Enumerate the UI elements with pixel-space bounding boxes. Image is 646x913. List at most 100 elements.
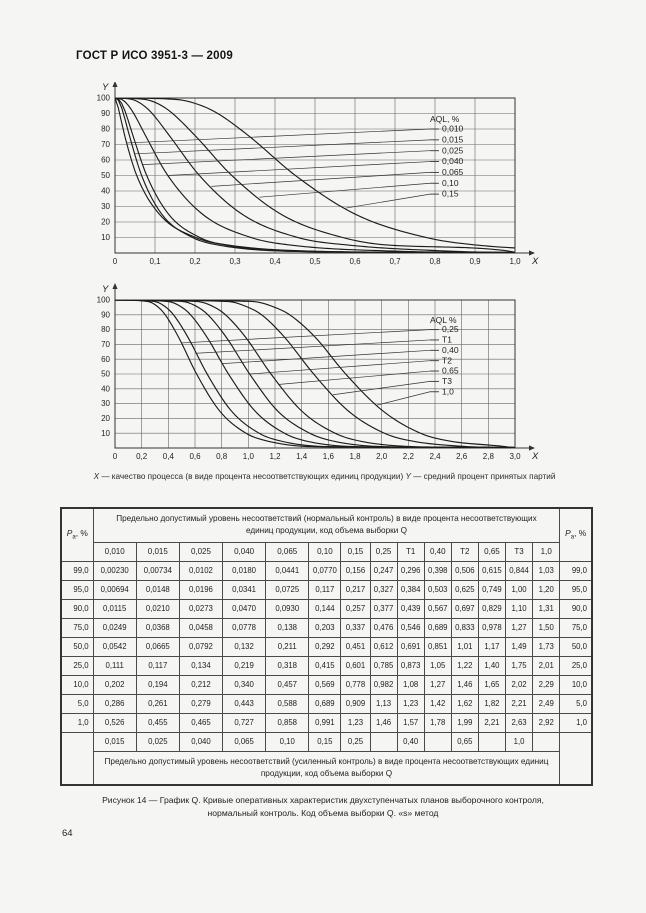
legend-label-T3: T3 [442,376,452,386]
x-tick-label: 1,4 [296,452,308,461]
oc-value-cell: 1,49 [504,636,534,657]
oc-value-cell: 0,778 [340,674,371,695]
oc-value-cell: 1,23 [396,693,425,714]
tightened-aql-cell: 0,25 [340,731,371,752]
x-tick-label: 1,8 [349,452,361,461]
axis-y-symbol: Y [405,472,411,481]
oc-value-cell: 0,829 [477,598,506,619]
aql-column-header: 0,15 [340,541,371,562]
x-tick-label: 0,4 [163,452,175,461]
y-axis-arrow-icon [112,81,118,87]
pa-value-right: 75,0 [559,617,593,638]
y-tick-label: 100 [97,94,111,103]
oc-value-cell: 2,02 [504,674,534,695]
x-tick-label: 0,8 [429,257,441,266]
oc-value-cell: 0,247 [369,560,398,581]
y-tick-label: 90 [101,109,110,118]
aql-column-header: 0,010 [92,541,137,562]
oc-chart-normal-high-aql: Y X 10 20 30 40 50 60 70 80 90 100 0 0,2 0,4 0,6 0,8 1,0 1… [76,280,562,483]
axis-explanation: X — качество процесса (в виде процента н… [72,471,577,484]
oc-value-cell: 0,443 [222,693,267,714]
legend-title: AQL % [430,315,457,325]
oc-value-cell: 2,49 [532,693,561,714]
oc-value-cell: 0,503 [423,579,452,600]
oc-value-cell: 1,17 [477,636,506,657]
oc-value-cell: 0,465 [178,712,224,733]
oc-value-cell: 0,858 [265,712,310,733]
oc-value-cell: 1,62 [450,693,479,714]
tightened-aql-cell: 0,40 [396,731,425,752]
tightened-aql-cell: 0,025 [135,731,180,752]
legend-leader-line [181,329,431,344]
oc-value-cell: 0,978 [477,617,506,638]
legend-leader-line [279,370,431,385]
pa-value-left: 75,0 [60,617,94,638]
table-row: 75,0 0,0249 0,0368 0,0458 0,0778 0,138 0,203 0,… [60,617,593,638]
oc-value-cell: 0,0180 [222,560,267,581]
x-tick-label: 2,4 [429,452,441,461]
legend-leader-line [126,128,431,144]
table-row: 25,0 0,111 0,117 0,134 0,219 0,318 0,415 0,601 0… [60,655,593,676]
oc-value-cell: 0,219 [222,655,267,676]
legend-leader-line [142,150,431,165]
oc-value-cell: 0,0470 [222,598,267,619]
tightened-aql-cell: 0,065 [222,731,267,752]
x-tick-label: 0,2 [136,452,148,461]
legend-leader-line [345,193,431,209]
pa-value-right: 95,0 [559,579,593,600]
legend-leader-line [376,391,431,406]
oc-value-cell: 0,398 [423,560,452,581]
aql-column-header: 0,25 [369,541,398,562]
oc-value-cell: 0,689 [423,617,452,638]
pa-value-right: 10,0 [559,674,593,695]
oc-value-cell: 0,569 [308,674,342,695]
oc-value-cell: 1,78 [423,712,452,733]
oc-value-cell: 0,0341 [222,579,267,600]
oc-value-cell: 0,0725 [265,579,310,600]
oc-value-cell: 0,727 [222,712,267,733]
legend-label-0,25: 0,25 [442,324,459,334]
oc-value-cell: 0,506 [450,560,479,581]
legend-label-T1: T1 [442,335,452,345]
y-tick-label: 30 [101,399,110,408]
figure-caption: Рисунок 14 — График Q. Кривые оперативны… [53,794,593,821]
oc-value-cell: 0,203 [308,617,342,638]
oc-value-cell: 0,615 [477,560,506,581]
oc-value-cell: 2,01 [532,655,561,676]
oc-value-cell: 0,286 [92,693,137,714]
oc-value-cell: 0,439 [396,598,425,619]
oc-value-cell: 0,117 [135,655,180,676]
oc-value-cell: 0,00734 [135,560,180,581]
x-tick-label: 0,1 [149,257,161,266]
oc-value-cell: 1,01 [450,636,479,657]
oc-value-cell: 2,92 [532,712,561,733]
oc-value-cell: 0,833 [450,617,479,638]
oc-value-cell: 0,194 [135,674,180,695]
tightened-aql-cell [423,731,452,752]
table-row: 1,0 0,526 0,455 0,465 0,727 0,858 0,991 1,23 1,4… [60,712,593,733]
oc-value-cell: 0,0196 [178,579,224,600]
oc-value-cell: 0,749 [477,579,506,600]
oc-value-cell: 1,27 [423,674,452,695]
oc-value-cell: 1,40 [477,655,506,676]
aql-column-header: T2 [450,541,479,562]
tightened-aql-cell: 0,040 [178,731,224,752]
oc-value-cell: 0,455 [135,712,180,733]
oc-value-cell: 0,0542 [92,636,137,657]
pa-value-left: 25,0 [60,655,94,676]
oc-value-cell: 1,00 [504,579,534,600]
oc-value-cell: 0,982 [369,674,398,695]
pa-value-right: 5,0 [559,693,593,714]
x-tick-label: 0,7 [389,257,401,266]
oc-value-cell: 1,27 [504,617,534,638]
oc-value-cell: 0,851 [423,636,452,657]
tightened-aql-cell [477,731,506,752]
y-tick-label: 70 [101,340,110,349]
axis-y-description: — средний процент принятых партий [410,472,556,481]
pa-value-right: 1,0 [559,712,593,733]
oc-value-cell: 1,13 [369,693,398,714]
tightened-aql-cell: 1,0 [504,731,534,752]
legend-label-0,010: 0,010 [442,124,464,134]
oc-normal-low-aql: Y X 10 20 30 40 50 60 70 80 90 100 0 0,1 0,2 0,3 0,4 0,5 0… [97,81,539,267]
oc-value-cell: 1,05 [423,655,452,676]
